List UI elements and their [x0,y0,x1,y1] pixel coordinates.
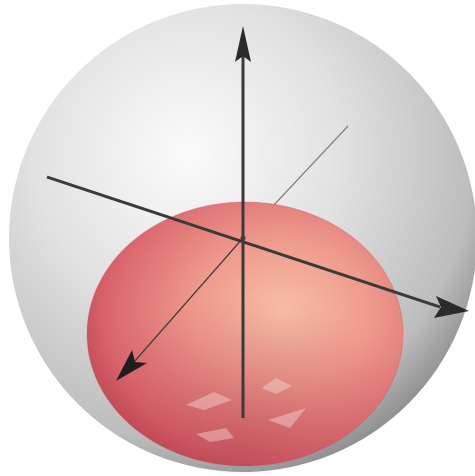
origin-point [240,235,246,241]
diagonal-axis [116,237,244,381]
lower-left-arrow [116,350,147,381]
horizontal-axis [46,175,469,318]
vertical-up-arrow [235,26,251,62]
inner-reflections [186,378,306,442]
right-arrow [434,296,469,318]
